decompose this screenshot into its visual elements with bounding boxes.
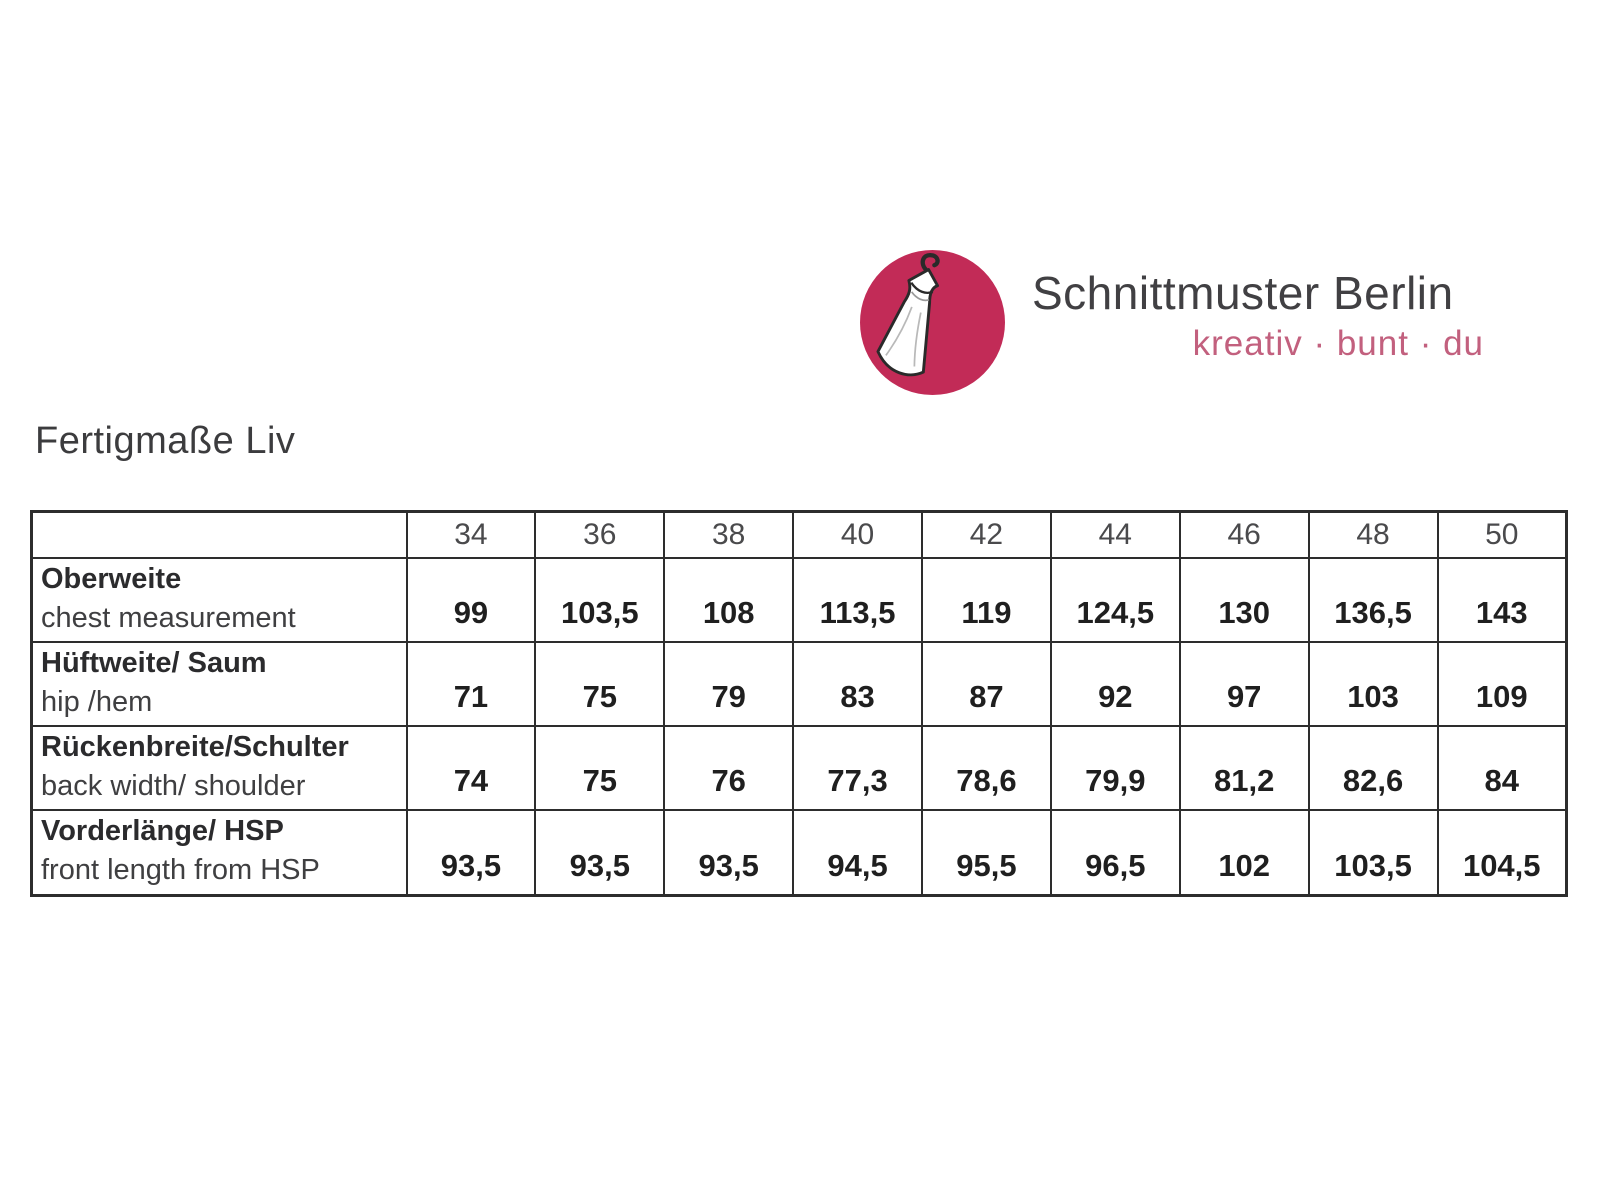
row-label-inner: Oberweite chest measurement — [41, 563, 400, 635]
value-cell: 79 — [663, 640, 795, 727]
value-cell: 113,5 — [792, 556, 923, 643]
row-label-de: Oberweite — [41, 562, 182, 595]
value-cell: 108 — [663, 556, 795, 643]
value-cell: 77,3 — [792, 724, 923, 811]
value-cell: 130 — [1178, 556, 1310, 643]
value-cell: 102 — [1178, 808, 1310, 897]
size-header-50: 50 — [1436, 510, 1568, 559]
row-label-de: Rückenbreite/Schulter — [41, 730, 349, 763]
value-cell: 93,5 — [534, 808, 666, 897]
row-label-en: hip /hem — [41, 685, 153, 718]
measurement-table: 34 36 38 40 42 44 46 48 50 Oberweite chest measur… — [30, 510, 1568, 897]
row-label: Oberweite chest measurement — [30, 556, 408, 643]
value-cell: 83 — [792, 640, 923, 727]
value-cell: 103,5 — [1307, 808, 1439, 897]
value-cell: 104,5 — [1436, 808, 1568, 897]
value-cell: 92 — [1049, 640, 1181, 727]
value-cell: 93,5 — [405, 808, 537, 897]
value-cell: 94,5 — [792, 808, 923, 897]
value-cell: 87 — [921, 640, 1052, 727]
size-header-46: 46 — [1178, 510, 1310, 559]
value-cell: 124,5 — [1049, 556, 1181, 643]
table-row: Hüftweite/ Saum hip /hem 71 75 79 83 87 92 97 103… — [30, 640, 1568, 727]
value-cell: 79,9 — [1049, 724, 1181, 811]
value-cell: 136,5 — [1307, 556, 1439, 643]
row-label: Vorderlänge/ HSP front length from HSP — [30, 808, 408, 897]
row-label-inner: Rückenbreite/Schulter back width/ shoulde… — [41, 731, 400, 803]
value-cell: 84 — [1436, 724, 1568, 811]
brand-name: Schnittmuster Berlin — [1032, 267, 1454, 319]
value-cell: 119 — [921, 556, 1052, 643]
row-label: Hüftweite/ Saum hip /hem — [30, 640, 408, 727]
value-cell: 103 — [1307, 640, 1439, 727]
table-row: Rückenbreite/Schulter back width/ shoulde… — [30, 724, 1568, 811]
value-cell: 71 — [405, 640, 537, 727]
value-cell: 96,5 — [1049, 808, 1181, 897]
row-label-de: Hüftweite/ Saum — [41, 646, 267, 679]
size-header-48: 48 — [1307, 510, 1439, 559]
row-label-inner: Vorderlänge/ HSP front length from HSP — [41, 815, 400, 887]
size-header-38: 38 — [663, 510, 795, 559]
size-header-36: 36 — [534, 510, 666, 559]
value-cell: 76 — [663, 724, 795, 811]
row-label-inner: Hüftweite/ Saum hip /hem — [41, 647, 400, 719]
size-header-44: 44 — [1049, 510, 1181, 559]
value-cell: 75 — [534, 640, 666, 727]
row-label-en: front length from HSP — [41, 854, 320, 887]
measurement-table-body: Oberweite chest measurement 99 103,5 108 113,… — [30, 556, 1568, 897]
row-label-en: chest measurement — [41, 601, 296, 634]
value-cell: 95,5 — [921, 808, 1052, 897]
value-cell: 78,6 — [921, 724, 1052, 811]
row-label-de: Vorderlänge/ HSP — [41, 815, 284, 848]
size-header-row: 34 36 38 40 42 44 46 48 50 — [30, 510, 1568, 559]
value-cell: 97 — [1178, 640, 1310, 727]
page-title: Fertigmaße Liv — [35, 420, 296, 462]
value-cell: 99 — [405, 556, 537, 643]
brand-tagline: kreativ · bunt · du — [1192, 324, 1484, 363]
value-cell: 109 — [1436, 640, 1568, 727]
table-row: Vorderlänge/ HSP front length from HSP 93,… — [30, 808, 1568, 897]
value-cell: 93,5 — [663, 808, 795, 897]
table-row: Oberweite chest measurement 99 103,5 108 113,… — [30, 556, 1568, 643]
corner-cell — [30, 510, 408, 559]
size-header-34: 34 — [405, 510, 537, 559]
value-cell: 75 — [534, 724, 666, 811]
dress-on-hanger-icon — [860, 250, 1005, 395]
value-cell: 103,5 — [534, 556, 666, 643]
value-cell: 82,6 — [1307, 724, 1439, 811]
row-label-en: back width/ shoulder — [41, 769, 306, 802]
value-cell: 74 — [405, 724, 537, 811]
value-cell: 143 — [1436, 556, 1568, 643]
row-label: Rückenbreite/Schulter back width/ shoulde… — [30, 724, 408, 811]
size-header-42: 42 — [921, 510, 1052, 559]
brand-logo: Schnittmuster Berlin kreativ · bunt · du — [860, 248, 1505, 398]
value-cell: 81,2 — [1178, 724, 1310, 811]
size-header-40: 40 — [792, 510, 923, 559]
